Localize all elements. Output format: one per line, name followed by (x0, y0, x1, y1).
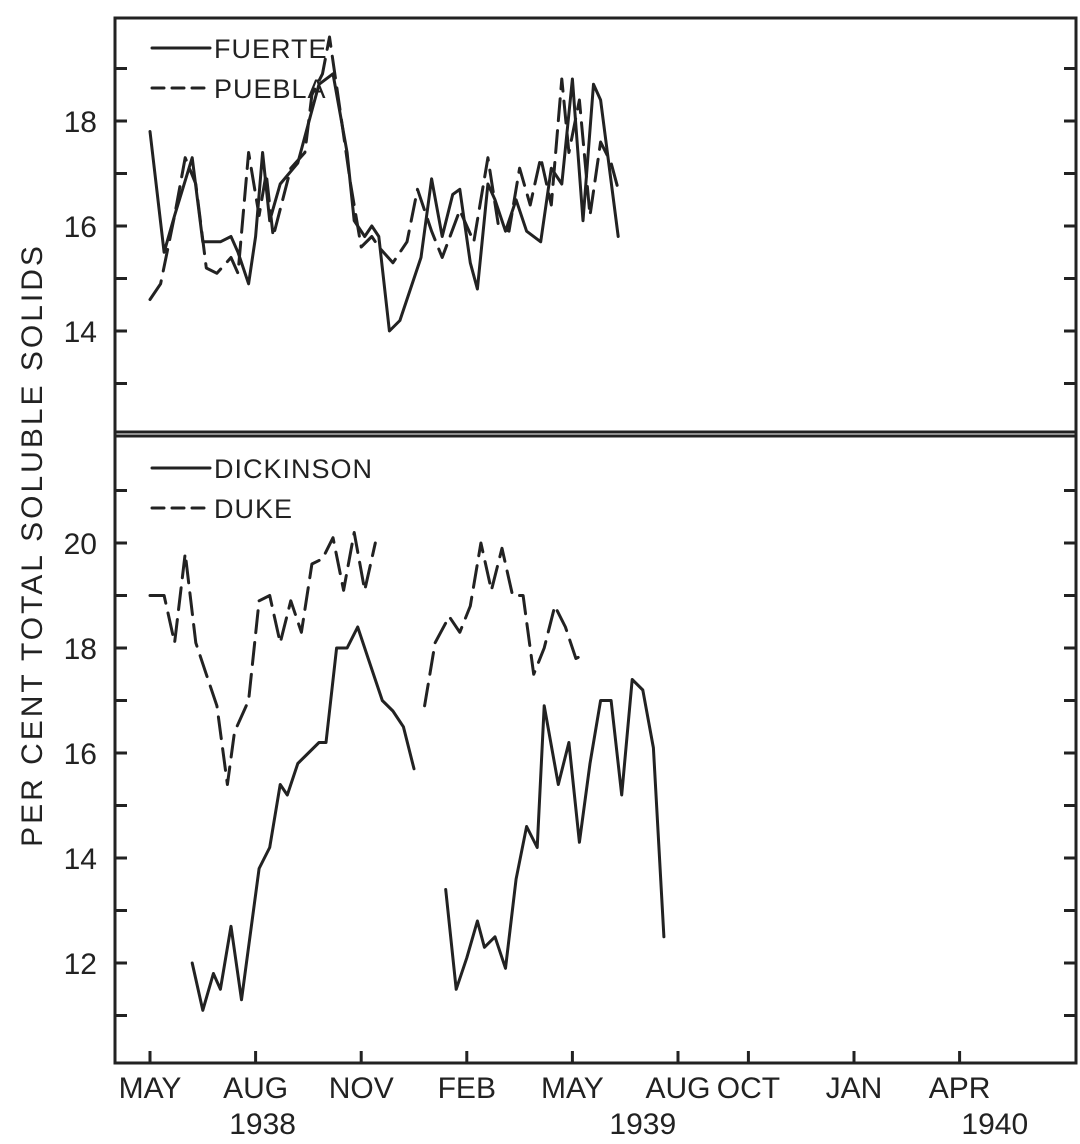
y-tick-label: 16 (64, 738, 97, 771)
y-tick-label: 12 (64, 948, 97, 981)
y-tick-label: 16 (64, 211, 97, 244)
y-tick-label: 20 (64, 528, 97, 561)
x-tick-label: APR (929, 1072, 991, 1105)
x-tick-label: OCT (717, 1072, 780, 1105)
legend-label-fuerte: FUERTE (214, 34, 328, 64)
x-tick-label: MAY (119, 1072, 182, 1105)
year-label: 1939 (609, 1108, 676, 1139)
x-tick-label: MAY (541, 1072, 604, 1105)
x-tick-label: JAN (826, 1072, 883, 1105)
bottom-panel-frame (113, 430, 1078, 1065)
series-line-dickinson (190, 625, 416, 1012)
year-label: 1940 (961, 1108, 1028, 1139)
series-layer (148, 35, 666, 1012)
series-line-dickinson (444, 678, 666, 991)
legend-layer: FUERTE PUEBLA DICKINSON DUKE (150, 34, 373, 524)
x-tick-label: AUG (223, 1072, 288, 1105)
x-tick-label: FEB (438, 1072, 496, 1105)
y-tick-label: 18 (64, 106, 97, 139)
x-tick-label: NOV (329, 1072, 394, 1105)
series-line-duke (148, 531, 377, 786)
legend-label-puebla: PUEBLA (214, 74, 327, 104)
series-line-puebla (148, 35, 620, 301)
y-tick-label: 18 (64, 633, 97, 666)
y-tick-label: 14 (64, 843, 97, 876)
y-tick-label: 14 (64, 316, 97, 349)
x-tick-label: AUG (645, 1072, 710, 1105)
year-label: 1938 (229, 1108, 296, 1139)
series-line-fuerte (148, 72, 620, 333)
legend-label-duke: DUKE (214, 494, 293, 524)
y-axis-label: PER CENT TOTAL SOLUBLE SOLIDS (16, 243, 49, 847)
series-line-duke (423, 541, 588, 708)
legend-label-dickinson: DICKINSON (214, 454, 373, 484)
